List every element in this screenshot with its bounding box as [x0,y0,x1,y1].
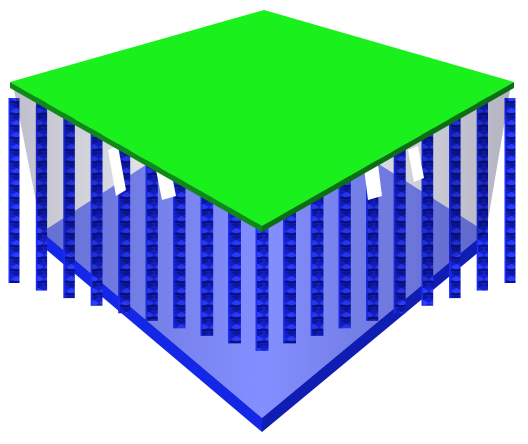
pillar [8,98,20,283]
right-side-shading [262,90,510,418]
pillar [504,98,516,283]
top-plate-left-edge [10,82,262,232]
pillar-edge [8,98,10,283]
top-plate-surface [10,10,514,226]
left-side-shading [14,90,262,418]
top-plate [10,10,514,232]
top-plate-front-edge [262,82,514,232]
pillar-edge [504,98,506,283]
